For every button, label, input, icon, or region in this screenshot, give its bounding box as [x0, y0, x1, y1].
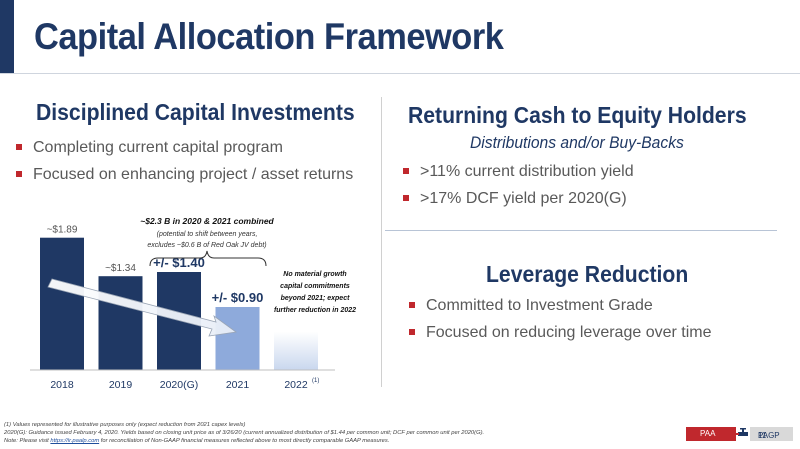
right-top-bullet-list: >11% current distribution yield >17% DCF… — [403, 158, 634, 212]
x-tick-label: 2022 — [284, 379, 308, 391]
bar-2018 — [40, 237, 84, 370]
footnote-3-prefix: Note: Please visit — [4, 438, 51, 444]
header-accent-bar — [0, 0, 14, 73]
page-number: 11 — [758, 431, 767, 440]
bullet-text: Focused on enhancing project / asset ret… — [33, 166, 354, 183]
left-bullet-list: Completing current capital program Focus… — [16, 134, 353, 188]
footer-pagp-block: PAGP 11 — [750, 427, 793, 441]
growth-note-line-1: No material growth — [283, 271, 346, 278]
list-item: >17% DCF yield per 2020(G) — [403, 185, 634, 212]
footer-badge: PAA PAGP 11 — [686, 427, 793, 441]
vertical-divider — [381, 97, 382, 387]
x-tick-label: 2021 — [226, 379, 250, 391]
brace-line-2: excludes ~$0.6 B of Red Oak JV debt) — [147, 242, 266, 249]
footer-paa-label: PAA — [700, 429, 716, 438]
growth-note-line-2: capital commitments — [280, 283, 350, 290]
list-item: Committed to Investment Grade — [409, 292, 712, 319]
left-heading: Disciplined Capital Investments — [36, 99, 355, 125]
list-item: Focused on reducing leverage over time — [409, 319, 712, 346]
bullet-square-icon — [16, 144, 22, 150]
footnote-1: (1) Values represented for illustrative … — [4, 422, 246, 428]
bullet-text: Committed to Investment Grade — [426, 297, 653, 314]
downward-trend-arrow — [47, 278, 238, 337]
footnote-2: 2020(G): Guidance issued February 4, 202… — [4, 430, 485, 436]
ir-website-link[interactable]: https://ir.paalp.com — [50, 438, 100, 444]
brace-bracket — [149, 250, 267, 267]
footnote-marker: (1) — [312, 378, 319, 384]
footer-pagp-label: PAGP — [758, 431, 780, 440]
bullet-text: >11% current distribution yield — [420, 163, 634, 180]
brace-line-1: (potential to shift between years, — [157, 231, 258, 238]
capex-bar-chart: ~$1.89 ~$1.34 +/- $1.40 +/- $0.90 2018 2019 2… — [30, 216, 356, 391]
bar-2022 — [274, 331, 318, 370]
bullet-text: Focused on reducing leverage over time — [426, 324, 712, 341]
data-label: +/- $1.40 — [153, 255, 205, 270]
bullet-square-icon — [403, 195, 409, 201]
bar-2019 — [98, 276, 143, 370]
growth-note-line-4: further reduction in 2022 — [274, 307, 356, 314]
footer-paa-block: PAA — [686, 427, 736, 441]
list-item: Completing current capital program — [16, 134, 353, 161]
right-bottom-bullet-list: Committed to Investment Grade Focused on… — [409, 292, 712, 346]
x-tick-label: 2019 — [109, 379, 133, 391]
bullet-square-icon — [409, 302, 415, 308]
data-label: ~$1.34 — [105, 263, 136, 274]
right-bottom-heading: Leverage Reduction — [486, 261, 689, 287]
bullet-square-icon — [409, 329, 415, 335]
right-top-heading: Returning Cash to Equity Holders — [408, 102, 747, 128]
right-top-subheading: Distributions and/or Buy-Backs — [470, 133, 684, 152]
bullet-square-icon — [403, 168, 409, 174]
bullet-square-icon — [16, 171, 22, 177]
x-tick-label: 2018 — [50, 379, 74, 391]
bullet-text: >17% DCF yield per 2020(G) — [420, 190, 627, 207]
data-label: ~$1.89 — [47, 225, 78, 236]
horizontal-divider — [385, 230, 777, 231]
footnote-3: Note: Please visit https://ir.paalp.com … — [4, 438, 389, 444]
bar-2021 — [215, 307, 260, 370]
valve-logo-icon — [736, 427, 750, 441]
footnote-3-suffix: for reconciliation of Non-GAAP financial… — [99, 438, 390, 444]
title-divider — [0, 73, 800, 74]
list-item: >11% current distribution yield — [403, 158, 634, 185]
x-tick-label: 2020(G) — [160, 379, 199, 391]
list-item: Focused on enhancing project / asset ret… — [16, 161, 353, 188]
growth-note-line-3: beyond 2021; expect — [281, 295, 351, 302]
brace-title: ~$2.3 B in 2020 & 2021 combined — [140, 216, 274, 226]
bullet-text: Completing current capital program — [33, 139, 283, 156]
data-label: +/- $0.90 — [212, 290, 264, 305]
page-title: Capital Allocation Framework — [34, 16, 504, 57]
